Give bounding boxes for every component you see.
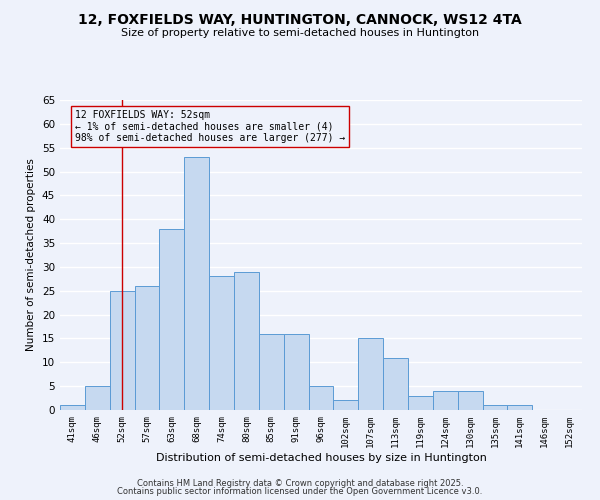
Bar bbox=[85, 386, 110, 410]
Bar bbox=[482, 405, 508, 410]
Text: Size of property relative to semi-detached houses in Huntington: Size of property relative to semi-detach… bbox=[121, 28, 479, 38]
Y-axis label: Number of semi-detached properties: Number of semi-detached properties bbox=[26, 158, 37, 352]
Bar bbox=[110, 291, 134, 410]
Bar bbox=[408, 396, 433, 410]
Bar bbox=[234, 272, 259, 410]
Text: 12 FOXFIELDS WAY: 52sqm
← 1% of semi-detached houses are smaller (4)
98% of semi: 12 FOXFIELDS WAY: 52sqm ← 1% of semi-det… bbox=[75, 110, 345, 142]
Text: Contains HM Land Registry data © Crown copyright and database right 2025.: Contains HM Land Registry data © Crown c… bbox=[137, 478, 463, 488]
Bar bbox=[134, 286, 160, 410]
X-axis label: Distribution of semi-detached houses by size in Huntington: Distribution of semi-detached houses by … bbox=[155, 452, 487, 462]
Bar bbox=[259, 334, 284, 410]
Bar bbox=[284, 334, 308, 410]
Bar bbox=[433, 391, 458, 410]
Bar bbox=[308, 386, 334, 410]
Text: 12, FOXFIELDS WAY, HUNTINGTON, CANNOCK, WS12 4TA: 12, FOXFIELDS WAY, HUNTINGTON, CANNOCK, … bbox=[78, 12, 522, 26]
Bar bbox=[160, 229, 184, 410]
Bar bbox=[383, 358, 408, 410]
Bar bbox=[458, 391, 482, 410]
Bar bbox=[184, 157, 209, 410]
Bar bbox=[60, 405, 85, 410]
Text: Contains public sector information licensed under the Open Government Licence v3: Contains public sector information licen… bbox=[118, 487, 482, 496]
Bar bbox=[334, 400, 358, 410]
Bar bbox=[508, 405, 532, 410]
Bar bbox=[209, 276, 234, 410]
Bar bbox=[358, 338, 383, 410]
